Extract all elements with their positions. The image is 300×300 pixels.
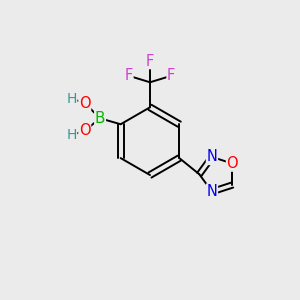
Text: F: F	[125, 68, 133, 83]
Text: N: N	[206, 149, 218, 164]
Text: B: B	[95, 111, 105, 126]
Text: H: H	[66, 128, 77, 142]
Text: O: O	[79, 95, 91, 110]
Text: O: O	[79, 123, 91, 138]
Text: O: O	[226, 156, 238, 171]
Text: F: F	[146, 54, 154, 69]
Text: F: F	[167, 68, 175, 83]
Text: H: H	[66, 92, 77, 106]
Text: N: N	[206, 184, 218, 199]
